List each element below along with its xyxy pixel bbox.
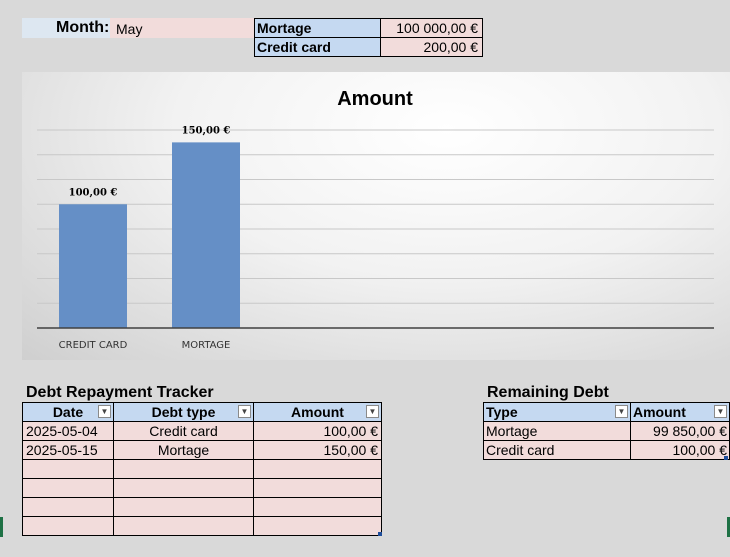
amount-cell[interactable]: 100,00 € <box>630 440 730 460</box>
filter-dropdown-icon[interactable]: ▼ <box>366 405 379 418</box>
month-label: Month: <box>56 19 110 36</box>
chart-bar[interactable] <box>172 142 240 328</box>
type-cell[interactable]: Mortage <box>483 421 631 441</box>
date-cell[interactable]: 2025-05-15 <box>22 440 114 460</box>
table-row <box>22 478 382 498</box>
amount-cell[interactable]: 100,00 € <box>253 421 382 441</box>
balance-row: Credit card 200,00 € <box>254 37 483 57</box>
month-label-cell[interactable] <box>22 18 110 38</box>
chart-bars: 100,00 € CREDIT CARD 150,00 € MORTAGE <box>59 125 240 351</box>
header-label: Debt type <box>151 404 216 420</box>
debt-type-cell[interactable] <box>113 516 254 536</box>
debt-type-cell[interactable] <box>113 478 254 498</box>
date-cell[interactable] <box>22 459 114 479</box>
table-row: 2025-05-15 Mortage 150,00 € <box>22 440 382 460</box>
date-cell[interactable] <box>22 478 114 498</box>
filter-dropdown-icon[interactable]: ▼ <box>238 405 251 418</box>
tracker-title: Debt Repayment Tracker <box>26 384 214 401</box>
category-label: MORTAGE <box>182 340 231 351</box>
balance-type-cell[interactable]: Mortage <box>254 18 381 38</box>
debt-type-cell[interactable]: Credit card <box>113 421 254 441</box>
header-label: Type <box>486 404 518 420</box>
date-cell[interactable] <box>22 516 114 536</box>
date-cell[interactable] <box>22 497 114 517</box>
table-row: Mortage 99 850,00 € <box>483 421 730 441</box>
remaining-title: Remaining Debt <box>487 384 609 401</box>
amount-cell[interactable] <box>253 516 382 536</box>
header-label: Amount <box>291 404 344 420</box>
amount-cell[interactable]: 150,00 € <box>253 440 382 460</box>
debt-type-cell[interactable] <box>113 497 254 517</box>
balance-type-cell[interactable]: Credit card <box>254 37 381 57</box>
chart-canvas: Amount 100,00 € CREDIT CARD 150,00 € MORTAG… <box>37 88 714 351</box>
category-label: CREDIT CARD <box>59 340 128 351</box>
tracker-header-row: Date ▼ Debt type ▼ Amount ▼ <box>22 402 382 422</box>
header-label: Date <box>52 404 84 420</box>
tracker-header-amount[interactable]: Amount ▼ <box>253 402 382 422</box>
filter-dropdown-icon[interactable]: ▼ <box>98 405 111 418</box>
table-row <box>22 497 382 517</box>
table-row <box>22 459 382 479</box>
debt-type-cell[interactable]: Mortage <box>113 440 254 460</box>
table-row: Credit card 100,00 € <box>483 440 730 460</box>
data-label: 100,00 € <box>69 187 118 198</box>
balance-table: Mortage 100 000,00 € Credit card 200,00 … <box>254 18 483 57</box>
balance-row: Mortage 100 000,00 € <box>254 18 483 38</box>
amount-cell[interactable] <box>253 497 382 517</box>
table-resize-handle[interactable] <box>724 456 728 460</box>
remaining-header-row: Type ▼ Amount ▼ <box>483 402 730 422</box>
header-label: Amount <box>633 404 686 420</box>
filter-dropdown-icon[interactable]: ▼ <box>615 405 628 418</box>
tracker-header-debt-type[interactable]: Debt type ▼ <box>113 402 254 422</box>
chart-bar[interactable] <box>59 204 127 328</box>
sheet-edge-marker <box>727 517 730 537</box>
amount-cell[interactable] <box>253 459 382 479</box>
table-row: 2025-05-04 Credit card 100,00 € <box>22 421 382 441</box>
date-cell[interactable]: 2025-05-04 <box>22 421 114 441</box>
remaining-header-amount[interactable]: Amount ▼ <box>630 402 730 422</box>
sheet-edge-marker <box>0 517 3 537</box>
balance-amount-cell[interactable]: 100 000,00 € <box>380 18 483 38</box>
chart-title: Amount <box>337 88 413 110</box>
amount-cell[interactable]: 99 850,00 € <box>630 421 730 441</box>
table-row <box>22 516 382 536</box>
remaining-table: Type ▼ Amount ▼ Mortage 99 850,00 € Cred… <box>483 402 730 460</box>
amount-chart[interactable]: Amount 100,00 € CREDIT CARD 150,00 € MORTAG… <box>22 72 730 360</box>
month-value-cell[interactable] <box>110 18 254 38</box>
type-cell[interactable]: Credit card <box>483 440 631 460</box>
amount-cell[interactable] <box>253 478 382 498</box>
remaining-header-type[interactable]: Type ▼ <box>483 402 631 422</box>
filter-dropdown-icon[interactable]: ▼ <box>714 405 727 418</box>
chart-gridlines <box>37 129 714 304</box>
debt-type-cell[interactable] <box>113 459 254 479</box>
table-resize-handle[interactable] <box>378 532 382 536</box>
balance-amount-cell[interactable]: 200,00 € <box>380 37 483 57</box>
data-label: 150,00 € <box>182 125 231 136</box>
month-value: May <box>116 21 143 37</box>
tracker-table: Date ▼ Debt type ▼ Amount ▼ 2025-05-04 C… <box>22 402 382 536</box>
tracker-header-date[interactable]: Date ▼ <box>22 402 114 422</box>
